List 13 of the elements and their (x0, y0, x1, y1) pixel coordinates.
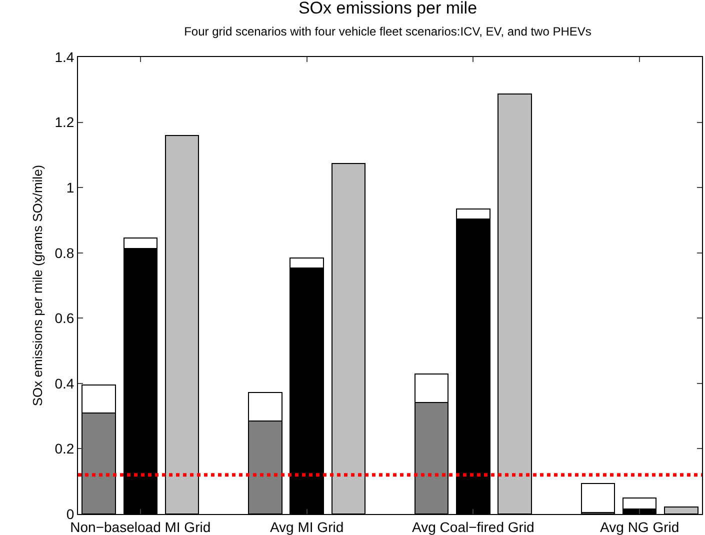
y-tick-label: 0.2 (54, 440, 74, 457)
x-tick-label: Avg MI Grid (270, 518, 344, 535)
y-tick-label: 1 (66, 179, 74, 196)
y-tick-label: 0.6 (54, 310, 74, 326)
y-tick-label: 0.8 (54, 244, 74, 261)
y-axis-title: SOx emissions per mile (grams SOx/mile) (30, 164, 45, 406)
x-tick-label: Avg NG Grid (600, 518, 680, 535)
x-tick-label: Avg Coal−fired Grid (412, 518, 534, 535)
chart-subtitle: Four grid scenarios with four vehicle fleet scenarios:ICV, EV, and two PHEVs (184, 24, 592, 38)
y-tick-label: 1.2 (54, 114, 74, 130)
y-tick-label: 1.4 (54, 48, 74, 65)
chart-title: SOx emissions per mile (298, 0, 478, 18)
y-tick-label: 0.4 (54, 375, 74, 392)
